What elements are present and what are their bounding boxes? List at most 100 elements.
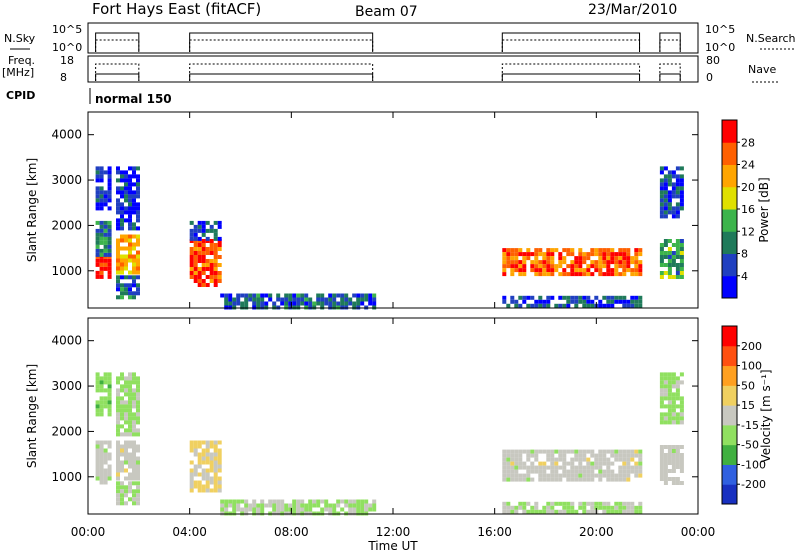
heatmap-cell (663, 210, 668, 215)
heatmap-cell (99, 408, 104, 413)
heatmap-cell (671, 263, 676, 267)
heatmap-cell (667, 251, 672, 255)
heatmap-cell (562, 473, 567, 478)
heatmap-cell (534, 260, 539, 265)
heatmap-cell (502, 453, 507, 458)
heatmap-cell (372, 301, 377, 306)
heatmap-cell (574, 264, 579, 269)
heatmap-cell (590, 461, 595, 466)
heatmap-cell (132, 400, 136, 405)
heatmap-cell (502, 473, 507, 478)
heatmap-cell (679, 186, 684, 191)
heatmap-cell (626, 303, 631, 308)
colorbar-swatch (722, 186, 737, 210)
heatmap-cell (116, 489, 120, 494)
heatmap-cell (103, 262, 108, 267)
heatmap-cell (209, 460, 214, 465)
heatmap-cell (570, 449, 575, 454)
heatmap-cell (292, 499, 297, 504)
colorbar-tick-label: 20 (741, 181, 755, 194)
heatmap-cell (132, 275, 136, 280)
heatmap-cell (618, 272, 623, 277)
heatmap-cell (120, 287, 124, 292)
heatmap-cell (562, 469, 567, 474)
heatmap-cell (95, 262, 100, 267)
heatmap-cell (193, 251, 198, 255)
heatmap-cell (304, 507, 309, 512)
heatmap-cell (197, 255, 202, 259)
heatmap-cell (193, 452, 198, 457)
heatmap-cell (667, 469, 672, 473)
y-tick-label: 1000 (51, 470, 82, 484)
heatmap-cell (124, 376, 128, 381)
heatmap-cell (107, 408, 112, 413)
heatmap-cell (659, 166, 664, 171)
heatmap-cell (614, 477, 619, 482)
heatmap-cell (506, 264, 511, 269)
heatmap-cell (268, 503, 273, 508)
heatmap-cell (602, 295, 607, 300)
heatmap-cell (340, 301, 345, 306)
heatmap-cell (659, 457, 664, 461)
heatmap-cell (622, 449, 627, 454)
heatmap-cell (594, 268, 599, 273)
heatmap-cell (209, 444, 214, 449)
heatmap-cell (248, 293, 253, 298)
heatmap-cell (132, 291, 136, 296)
heatmap-cell (675, 247, 680, 251)
heatmap-cell (675, 416, 680, 421)
y-tick-label: 2000 (51, 424, 82, 438)
heatmap-cell (606, 465, 611, 470)
heatmap-cell (197, 275, 202, 279)
heatmap-cell (590, 260, 595, 265)
heatmap-cell (228, 499, 233, 504)
heatmap-cell (558, 295, 563, 300)
heatmap-cell (120, 412, 124, 417)
heatmap-cell (630, 465, 635, 470)
heatmap-cell (107, 244, 112, 249)
heatmap-cell (634, 469, 639, 474)
heatmap-cell (558, 272, 563, 277)
heatmap-cell (550, 509, 555, 514)
heatmap-cell (116, 444, 120, 449)
heatmap-cell (284, 297, 289, 302)
heatmap-cell (675, 477, 680, 481)
heatmap-cell (546, 473, 551, 478)
heatmap-cell (284, 507, 289, 512)
heatmap-cell (103, 468, 108, 473)
heatmap-cell (554, 473, 559, 478)
heatmap-cell (120, 493, 124, 498)
heatmap-cell (193, 484, 198, 489)
heatmap-cell (95, 244, 100, 249)
heatmap-cell (132, 198, 136, 203)
heatmap-cell (667, 239, 672, 243)
heatmap-cell (197, 236, 202, 241)
heatmap-cell (193, 275, 198, 279)
heatmap-cell (213, 476, 218, 481)
heatmap-cell (566, 272, 571, 277)
heatmap-cell (132, 420, 136, 425)
heatmap-cell (562, 457, 567, 462)
heatmap-cell (189, 251, 194, 255)
heatmap-cell (124, 246, 128, 251)
heatmap-cell (530, 465, 535, 470)
heatmap-cell (348, 297, 353, 302)
heatmap-cell (562, 505, 567, 510)
colorbar-tick-label: 15 (741, 399, 755, 412)
heatmap-cell (667, 247, 672, 251)
heatmap-cell (132, 456, 136, 461)
heatmap-cell (502, 268, 507, 273)
heatmap-cell (502, 248, 507, 253)
heatmap-cell (95, 174, 100, 179)
heatmap-cell (667, 412, 672, 417)
heatmap-cell (667, 267, 672, 271)
heatmap-cell (336, 499, 341, 504)
heatmap-cell (574, 453, 579, 458)
heatmap-cell (667, 275, 672, 279)
heatmap-cell (550, 457, 555, 462)
heatmap-cell (675, 267, 680, 271)
heatmap-cell (124, 388, 128, 393)
heatmap-cell (220, 507, 225, 512)
heatmap-cell (659, 275, 664, 279)
heatmap-cell (95, 460, 100, 465)
